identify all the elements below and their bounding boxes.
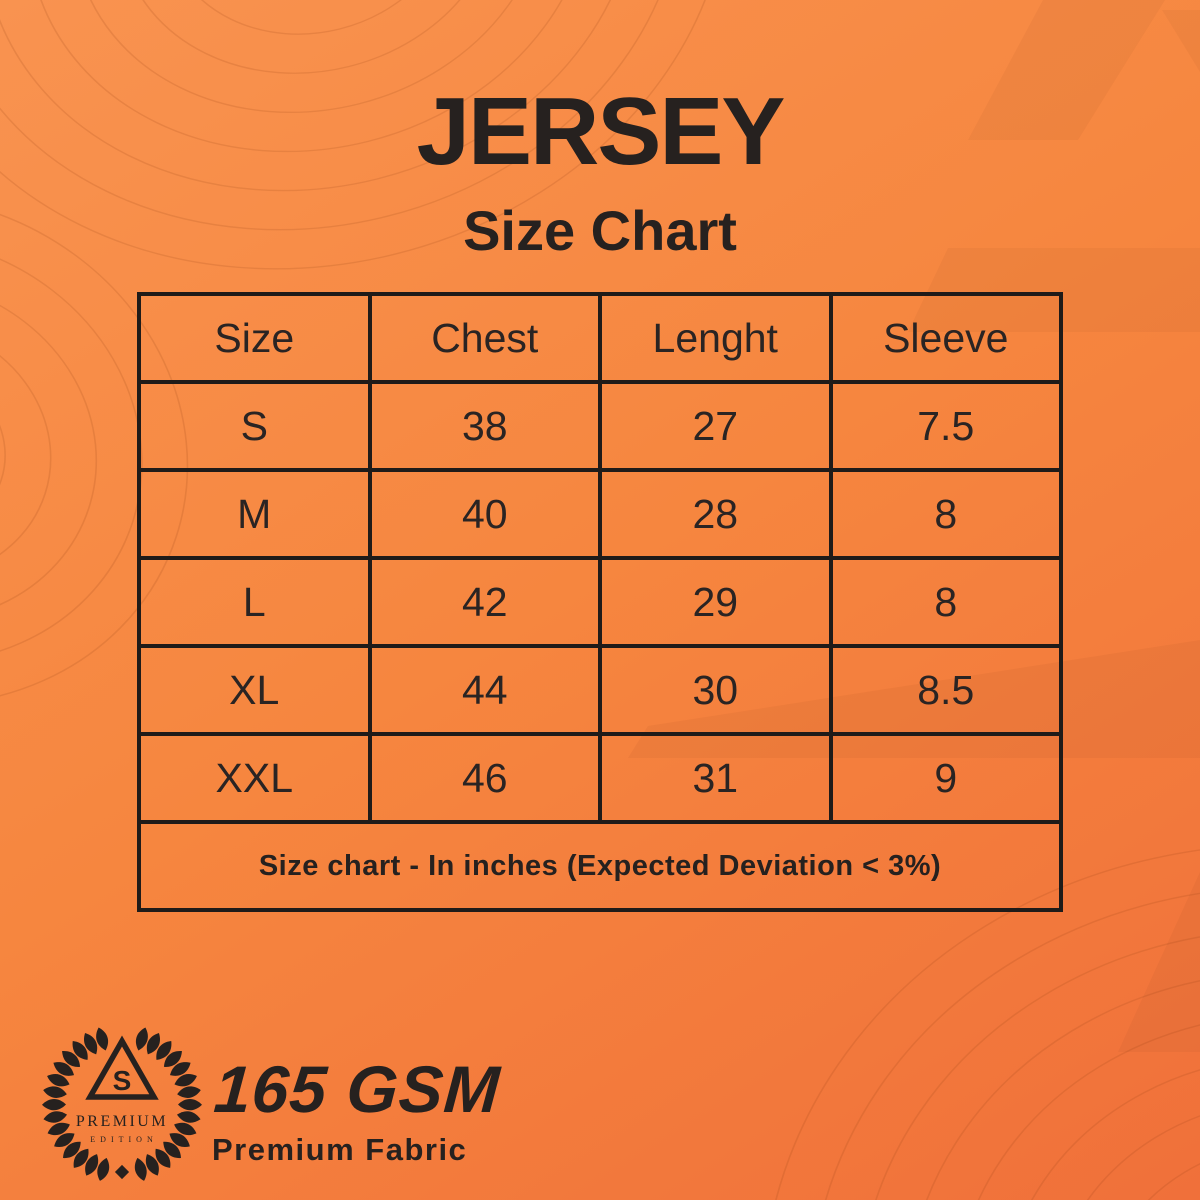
table-row: L 42 29 8 [137, 556, 1063, 648]
length-cell: 30 [598, 644, 833, 736]
table-row: XL 44 30 8.5 [137, 644, 1063, 736]
chest-cell: 46 [367, 732, 602, 824]
table-note-row: Size chart - In inches (Expected Deviati… [137, 820, 1063, 912]
sleeve-cell: 9 [828, 732, 1063, 824]
triangle-emblem-icon [85, 1035, 159, 1100]
chest-cell: 40 [367, 468, 602, 560]
column-header-chest: Chest [367, 292, 602, 384]
emblem-letter: S [113, 1065, 132, 1096]
table-header-row: Size Chest Lenght Sleeve [137, 292, 1063, 384]
logo-edition-text: EDITION [90, 1135, 157, 1144]
fabric-label: Premium Fabric [212, 1132, 468, 1167]
table-note: Size chart - In inches (Expected Deviati… [137, 820, 1063, 912]
page-subtitle: Size Chart [463, 199, 737, 262]
column-header-size: Size [137, 292, 372, 384]
table-row: XXL 46 31 9 [137, 732, 1063, 824]
size-cell: XXL [137, 732, 372, 824]
length-cell: 29 [598, 556, 833, 648]
chest-cell: 44 [367, 644, 602, 736]
table-row: M 40 28 8 [137, 468, 1063, 560]
sleeve-cell: 8 [828, 556, 1063, 648]
chest-cell: 38 [367, 380, 602, 472]
column-header-length: Lenght [598, 292, 833, 384]
size-chart-table: Size Chest Lenght Sleeve S 38 27 7.5 M 4… [137, 292, 1063, 912]
gsm-badge: 165 GSM Premium Fabric [212, 1052, 503, 1167]
length-cell: 27 [598, 380, 833, 472]
size-cell: S [137, 380, 372, 472]
size-cell: L [137, 556, 372, 648]
sleeve-cell: 8 [828, 468, 1063, 560]
length-cell: 31 [598, 732, 833, 824]
laurel-wreath-icon [41, 1025, 203, 1183]
sleeve-cell: 8.5 [828, 644, 1063, 736]
wreath-diamond-icon [114, 1164, 130, 1180]
size-cell: M [137, 468, 372, 560]
size-cell: XL [137, 644, 372, 736]
column-header-sleeve: Sleeve [828, 292, 1063, 384]
page-title: JERSEY [416, 78, 786, 185]
sleeve-cell: 7.5 [828, 380, 1063, 472]
table-row: S 38 27 7.5 [137, 380, 1063, 472]
length-cell: 28 [598, 468, 833, 560]
chest-cell: 42 [367, 556, 602, 648]
gsm-value: 165 GSM [211, 1052, 503, 1126]
logo-brand-text: PREMIUM [76, 1113, 168, 1130]
premium-edition-logo: S PREMIUM EDITION [41, 1025, 203, 1183]
